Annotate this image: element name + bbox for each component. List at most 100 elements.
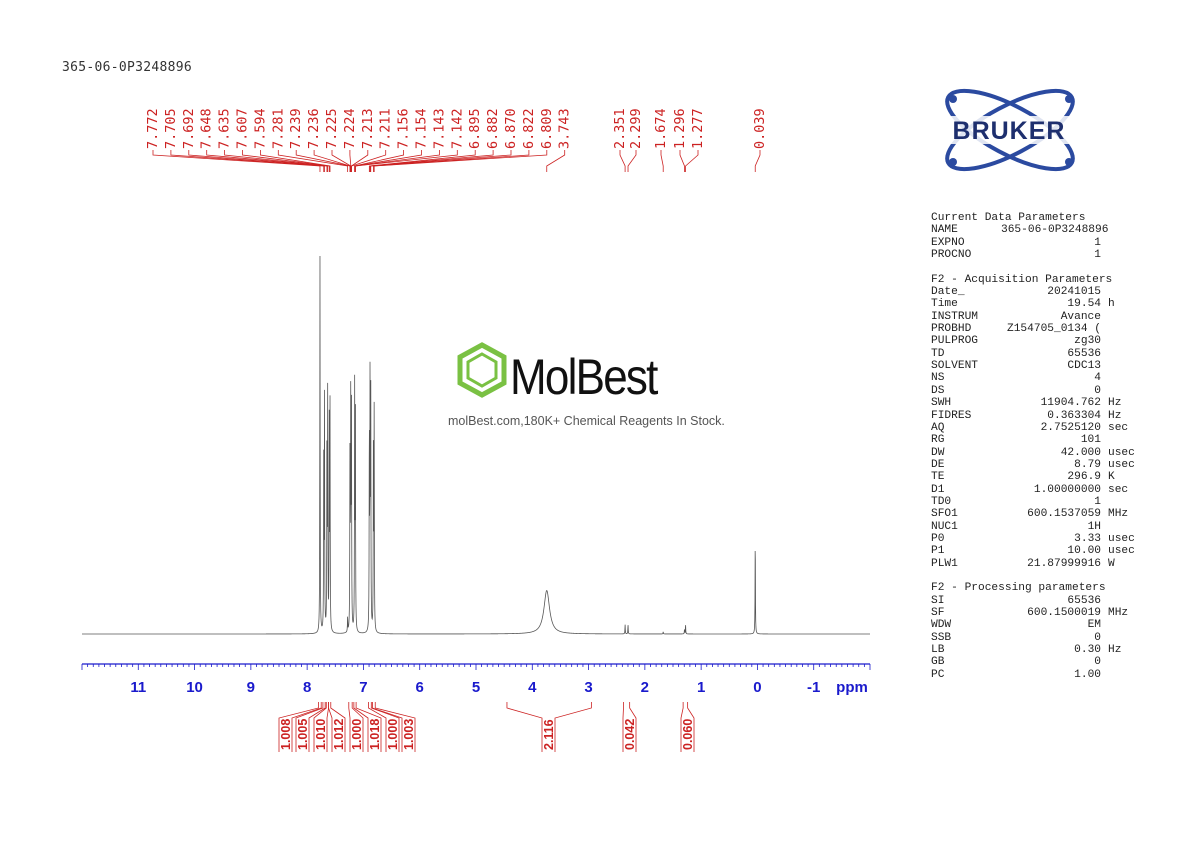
integral-value: 1.012 [332, 719, 346, 750]
peak-label-text: 0.039 [752, 108, 768, 149]
x-tick-label: 10 [186, 679, 203, 696]
x-tick-label: 8 [303, 679, 311, 696]
peak-label: 7.594 [252, 108, 331, 172]
param-row: SI 65536 [931, 595, 1135, 607]
param-name: AQ [931, 421, 945, 434]
param-row: AQ 2.7525120 sec [931, 422, 1135, 434]
peak-label-text: 2.299 [628, 108, 644, 149]
param-value: zg30 [1074, 335, 1101, 348]
peak-label-text: 6.870 [503, 108, 519, 149]
param-name: SOLVENT [931, 360, 978, 373]
param-value: 20241015 [1047, 286, 1101, 299]
integral: 0.042 [622, 702, 637, 752]
param-value: 1 [1094, 249, 1101, 262]
spectrum-trace [82, 255, 870, 635]
peak-label: 1.674 [653, 108, 669, 172]
param-value: 296.9 [1067, 471, 1101, 484]
peak-label: 7.772 [145, 108, 321, 172]
param-unit [1101, 619, 1108, 631]
peak-label: 6.895 [368, 108, 483, 172]
param-unit: usec [1108, 532, 1135, 545]
param-section-header: F2 - Processing parameters [931, 582, 1106, 595]
param-row: WDW EM [931, 619, 1135, 631]
integral-value: 1.005 [296, 719, 310, 750]
peak-label-text: 7.239 [288, 108, 304, 149]
peak-label: 6.882 [369, 108, 501, 172]
peak-leader-line [660, 150, 664, 172]
integral: 0.060 [680, 702, 695, 752]
param-name: SWH [931, 397, 952, 410]
peak-label-text: 1.674 [653, 108, 669, 149]
param-row: PC 1.00 [931, 669, 1135, 681]
param-row: SF 600.1500019 MHz [931, 607, 1135, 619]
peak-label: 2.351 [612, 108, 628, 172]
param-row: SFO1 600.1537059 MHz [931, 508, 1135, 520]
param-unit [1101, 311, 1108, 323]
param-name: DW [931, 446, 945, 459]
param-unit: usec [1108, 458, 1135, 471]
integral-value: 1.003 [402, 719, 416, 750]
param-section-header: F2 - Acquisition Parameters [931, 273, 1113, 286]
peak-leader-line [152, 150, 321, 172]
peak-leader-line [619, 150, 626, 172]
param-row: RG 101 [931, 434, 1135, 446]
peak-leader-line [224, 150, 329, 172]
peak-label: 1.277 [685, 108, 706, 172]
param-value: 0 [1094, 656, 1101, 669]
x-tick-label: 11 [130, 679, 146, 696]
peak-leader-line [242, 150, 330, 172]
param-row: Time 19.54 h [931, 298, 1135, 310]
integral-bracket [506, 702, 592, 752]
param-unit [1101, 360, 1108, 372]
acquisition-parameters-panel: Current Data Parameters NAME 365-06-0P3248… [931, 212, 1135, 681]
param-row: INSTRUM Avance [931, 311, 1135, 323]
param-value: 0 [1094, 384, 1101, 397]
peak-leader-line [373, 150, 548, 172]
integral-bracket [295, 702, 326, 752]
param-unit [1101, 656, 1108, 668]
param-name: SF [931, 607, 945, 619]
param-row: PROBHD Z154705_0134 ( [931, 323, 1135, 335]
integral-value: 1.000 [350, 719, 364, 750]
param-name: INSTRUM [931, 310, 978, 323]
param-value: 3.33 [1074, 532, 1101, 545]
peak-leader-line [369, 150, 494, 172]
peak-label: 7.211 [351, 108, 394, 172]
param-value: Z154705_0134 ( [1007, 323, 1101, 336]
peak-label-text: 3.743 [557, 108, 573, 149]
param-name: DE [931, 458, 945, 471]
param-unit: Hz [1108, 644, 1122, 657]
peak-label-text: 7.142 [449, 108, 465, 149]
param-value: 0 [1094, 631, 1101, 644]
param-name: TE [931, 471, 945, 484]
integral-bracket [328, 702, 346, 752]
param-unit [1101, 595, 1108, 607]
param-name: TD [931, 347, 945, 360]
integral-bracket [680, 702, 695, 752]
param-row: NUC1 1H [931, 521, 1135, 533]
param-name: NAME [931, 224, 958, 237]
param-unit: Hz [1108, 409, 1122, 422]
peak-leader-line [355, 150, 458, 172]
param-row: TD0 1 [931, 496, 1135, 508]
param-unit: sec [1108, 483, 1129, 496]
bruker-logo: BRUKER [922, 84, 1097, 181]
x-tick-label: 2 [641, 679, 649, 696]
param-value: Avance [1060, 310, 1101, 323]
peak-label: 7.692 [181, 108, 325, 172]
peak-leader-line [188, 150, 325, 172]
param-name: WDW [931, 619, 952, 632]
param-unit [1101, 335, 1108, 347]
peak-label-text: 7.143 [431, 108, 447, 149]
x-tick-label: -1 [807, 679, 820, 696]
param-name: SI [931, 594, 945, 607]
integral-bracket [368, 702, 400, 752]
param-row: D1 1.00000000 sec [931, 484, 1135, 496]
x-tick-label: 4 [528, 679, 537, 696]
param-unit [1101, 669, 1108, 681]
param-row: NAME 365-06-0P3248896 [931, 224, 1135, 236]
peak-label-text: 7.211 [378, 108, 394, 149]
param-row: PULPROG zg30 [931, 335, 1135, 347]
peak-label: 1.296 [672, 108, 688, 172]
param-value: 42.000 [1060, 446, 1101, 459]
